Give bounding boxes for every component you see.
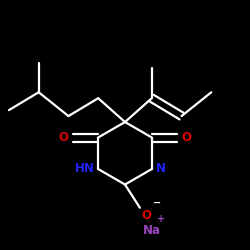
Text: HN: HN	[74, 162, 94, 175]
Text: O: O	[58, 131, 68, 144]
Text: Na: Na	[143, 224, 161, 237]
Text: O: O	[141, 209, 151, 222]
Text: O: O	[182, 131, 192, 144]
Text: +: +	[157, 214, 165, 224]
Text: −: −	[153, 198, 161, 208]
Text: N: N	[156, 162, 166, 175]
